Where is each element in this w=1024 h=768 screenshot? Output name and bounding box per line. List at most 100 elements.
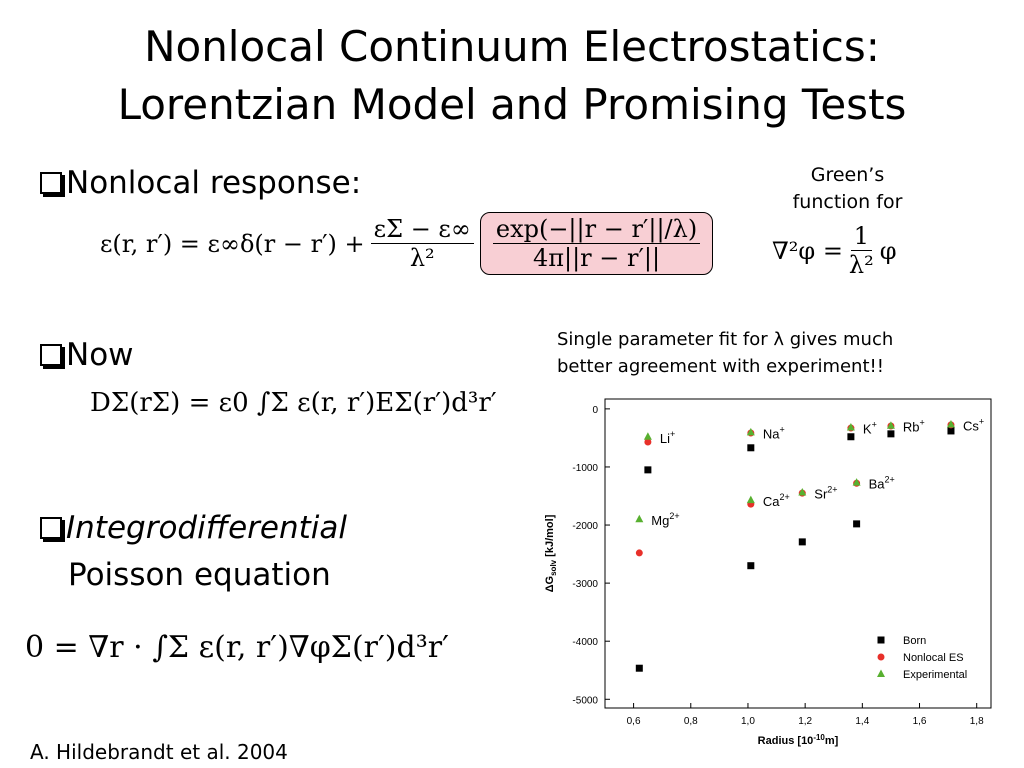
equation: 0 = ∇r · ∫Σ ε(r, r′)∇φΣ(r′)d³r′ (25, 630, 449, 665)
label-part: Mg (651, 513, 669, 528)
title-line: Nonlocal Continuum Electrostatics: (144, 22, 880, 71)
label-part: 2+ (779, 492, 789, 502)
point-label: Na+ (763, 424, 785, 441)
legend-label: Experimental (903, 669, 967, 681)
label-part: + (670, 429, 675, 439)
legend-marker (877, 636, 885, 644)
label-part: solv (549, 559, 558, 576)
bullet-text: Nonlocal response: (66, 165, 362, 201)
label-part: + (872, 419, 877, 429)
point (644, 466, 652, 474)
label-part: -10 (813, 733, 825, 742)
label-part: [kJ/mol] (544, 514, 556, 560)
label-part: + (779, 424, 784, 434)
x-tick-label: 1,0 (741, 716, 755, 727)
y-tick-label: -3000 (572, 579, 598, 590)
fraction: exp(−||r − r′||/λ) 4π||r − r′|| (492, 215, 701, 272)
label-part: Li (660, 431, 670, 446)
bullet: Nonlocal response: (40, 165, 361, 201)
point-label: Ba2+ (869, 475, 895, 492)
bullet-text: Poisson equation (68, 557, 331, 593)
citation: A. Hildebrandt et al. 2004 (30, 740, 288, 764)
plot-frame (604, 398, 992, 709)
x-tick-label: 1,8 (970, 716, 984, 727)
label-part: Rb (903, 420, 920, 435)
point (747, 562, 755, 570)
label-part: K (863, 421, 872, 436)
legend-label: Nonlocal ES (903, 652, 964, 664)
point (798, 538, 806, 546)
eq-part: λ² (848, 251, 874, 279)
point (643, 432, 652, 440)
label-part: Ca (763, 494, 780, 509)
eq-part: εΣ − ε∞ (370, 215, 474, 244)
point-label: Li+ (660, 429, 675, 446)
point-label: Cs+ (963, 417, 984, 434)
note-line: Green’s (810, 164, 885, 186)
equation: ε(r, r′) = ε∞δ(r − r′) + εΣ − ε∞ λ² exp(−… (100, 212, 714, 275)
label-part: 2+ (669, 511, 679, 521)
point-label: Sr2+ (814, 485, 837, 502)
point (746, 495, 755, 504)
x-tick-label: 1,6 (913, 716, 927, 727)
note-line: better agreement with experiment!! (557, 356, 884, 377)
label-part: m] (825, 735, 839, 747)
eq-part: λ² (409, 244, 435, 272)
equation: ∇²φ = 1 λ² φ (772, 222, 897, 279)
title-line: Lorentzian Model and Promising Tests (117, 80, 907, 129)
point (635, 664, 643, 672)
point (946, 420, 955, 428)
x-tick-label: 0,8 (684, 716, 698, 727)
point (852, 478, 861, 486)
point-label: K+ (863, 419, 877, 436)
x-tick-label: 1,2 (798, 716, 812, 727)
x-tick-label: 1,4 (855, 716, 869, 727)
point (847, 433, 855, 441)
point (947, 427, 955, 435)
point (798, 488, 807, 496)
note-line: function for (792, 190, 903, 213)
point (747, 444, 755, 452)
x-tick-label: 0,6 (627, 716, 641, 727)
label-part: Ba (869, 477, 886, 492)
fit-note: Single parameter fit for λ gives much be… (557, 326, 893, 380)
label-part: Cs (963, 419, 979, 434)
label-part: Radius [10 (758, 735, 814, 747)
label-part: Sr (814, 487, 828, 502)
y-tick-label: -1000 (572, 463, 598, 474)
label-part: 2+ (885, 475, 895, 485)
point (887, 430, 895, 438)
point-label: Rb+ (903, 418, 925, 435)
label-part: + (979, 417, 984, 427)
point (635, 549, 643, 557)
axis-label: Radius [10-10m] (758, 733, 839, 747)
legend-label: Born (903, 635, 926, 647)
label-part: 2+ (827, 485, 837, 495)
eq-part: φ (879, 236, 897, 265)
note-line: Single parameter fit for λ gives much (557, 329, 894, 350)
equation: DΣ(rΣ) = ε0 ∫Σ ε(r, r′)EΣ(r′)d³r′ (90, 388, 497, 418)
eq-part: 4π||r − r′|| (532, 244, 661, 272)
green-note: Green’s function for (760, 162, 935, 215)
point (853, 520, 861, 528)
label-part: Na (763, 426, 780, 441)
label-part: + (920, 418, 925, 428)
eq-part: 1 (850, 222, 872, 251)
legend-marker (877, 653, 885, 661)
fraction: 1 λ² (849, 222, 874, 279)
eq-part: ∇²φ = (772, 236, 843, 265)
y-tick-label: -4000 (572, 637, 598, 648)
point (644, 438, 652, 446)
y-tick-label: -5000 (572, 695, 598, 706)
point (746, 427, 755, 436)
point (846, 422, 855, 431)
axis-label: ΔGsolv [kJ/mol] (544, 514, 558, 592)
fraction: εΣ − ε∞ λ² (370, 215, 474, 272)
point (635, 514, 644, 523)
point (886, 421, 895, 429)
label-part: ΔG (544, 576, 556, 592)
point-label: Mg2+ (651, 511, 679, 528)
eq-part: exp(−||r − r′||/λ) (492, 215, 701, 244)
eq-part: ε(r, r′) = ε∞δ(r − r′) + (100, 229, 365, 258)
bullet-text: Now (66, 337, 134, 373)
